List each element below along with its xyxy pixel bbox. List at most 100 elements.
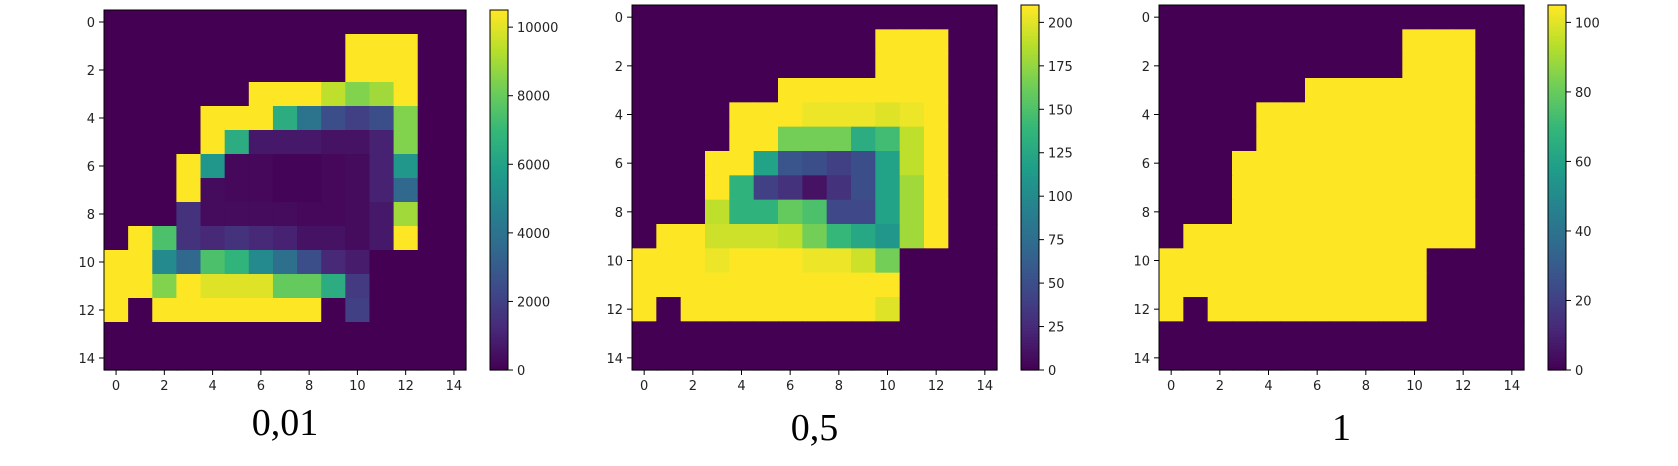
colorbar-segment	[1548, 306, 1566, 310]
heatmap-cell	[1207, 272, 1233, 298]
heatmap-cell	[680, 78, 706, 103]
y-tick-label: 2	[615, 60, 623, 75]
colorbar-segment	[490, 106, 508, 110]
heatmap-cell	[1378, 272, 1403, 298]
heatmap-cell	[417, 130, 443, 155]
heatmap-cell	[826, 272, 852, 298]
colorbar-segment	[1548, 330, 1566, 335]
heatmap-cell	[1353, 29, 1379, 55]
heatmap-cell	[948, 345, 974, 371]
colorbar-segment	[490, 265, 508, 269]
colorbar-segment	[490, 316, 508, 320]
heatmap-cell	[345, 322, 371, 347]
heatmap-cell	[224, 298, 250, 323]
heatmap-cell	[1256, 126, 1282, 152]
colorbar-segment	[1548, 96, 1566, 100]
heatmap-cell	[1329, 102, 1355, 128]
heatmap-cell	[924, 199, 949, 225]
heatmap-cell	[656, 29, 682, 55]
heatmap-cell	[1280, 78, 1306, 103]
heatmap-cell	[1329, 78, 1355, 103]
heatmap-cell	[875, 272, 901, 298]
heatmap-cell	[1232, 297, 1257, 322]
colorbar-segment	[1021, 199, 1039, 204]
heatmap-cell	[802, 272, 828, 298]
heatmap-cell	[753, 248, 779, 274]
heatmap-cell	[104, 298, 129, 323]
heatmap-cell	[152, 154, 177, 179]
colorbar-segment	[1548, 199, 1566, 204]
heatmap-cell	[632, 248, 657, 274]
colorbar-segment	[1548, 275, 1566, 280]
colorbar-segment	[1548, 93, 1566, 97]
heatmap-cell	[1378, 53, 1403, 79]
colorbar-segment	[1021, 257, 1039, 262]
heatmap-cell	[1353, 297, 1379, 322]
heatmap-cell	[345, 226, 371, 251]
colorbar-segment	[1021, 65, 1039, 70]
colorbar-segment	[1021, 166, 1039, 170]
colorbar-segment	[490, 361, 508, 365]
y-tick-label: 0	[1142, 11, 1150, 26]
heatmap-cell	[369, 298, 395, 323]
heatmap-cell	[200, 130, 226, 155]
colorbar-segment	[1021, 211, 1039, 216]
heatmap-cell	[826, 175, 852, 201]
colorbar-segment	[1548, 230, 1566, 234]
heatmap-cell	[1426, 126, 1452, 152]
heatmap-cell	[851, 5, 876, 30]
x-tick-label: 6	[1313, 379, 1321, 394]
heatmap-cell	[104, 226, 129, 251]
heatmap-cell	[393, 154, 419, 179]
heatmap-cell	[1402, 224, 1428, 249]
heatmap-cell	[680, 345, 706, 371]
colorbar-segment	[1548, 181, 1566, 186]
colorbar-tick-label: 8000	[517, 90, 550, 105]
heatmap-cell	[1499, 248, 1525, 274]
colorbar-segment	[490, 31, 508, 35]
heatmap-cell	[345, 130, 371, 155]
heatmap-cell	[1280, 102, 1306, 128]
heatmap-cell	[1353, 199, 1379, 225]
heatmap-cell	[1280, 297, 1306, 322]
colorbar-segment	[1548, 236, 1566, 240]
heatmap-cell	[1232, 272, 1257, 298]
colorbar-segment	[1021, 217, 1039, 222]
colorbar-segment	[1548, 35, 1566, 40]
heatmap-cell	[1451, 53, 1476, 79]
heatmap-cell	[1305, 29, 1330, 55]
heatmap-cell	[393, 58, 419, 83]
heatmap-cell	[272, 34, 298, 59]
heatmap-cell	[924, 151, 949, 176]
heatmap-cell	[1353, 53, 1379, 79]
colorbar-segment	[1548, 154, 1566, 158]
colorbar-tick-label: 75	[1048, 234, 1065, 249]
heatmap-cell	[899, 5, 925, 30]
colorbar-segment	[1021, 236, 1039, 240]
heatmap-cell	[899, 272, 925, 298]
colorbar-segment	[1021, 184, 1039, 189]
heatmap-cell	[705, 345, 730, 371]
heatmap-cell	[948, 175, 974, 201]
heatmap-cell	[680, 321, 706, 347]
x-tick-label: 4	[1264, 379, 1272, 394]
colorbar-tick-label: 100	[1575, 16, 1600, 31]
colorbar-segment	[1548, 87, 1566, 91]
heatmap-cell	[948, 321, 974, 347]
heatmap-cell	[1280, 321, 1306, 347]
colorbar-segment	[490, 22, 508, 26]
heatmap-cell	[1475, 78, 1501, 103]
heatmap-cell	[778, 5, 803, 30]
heatmap-cell	[369, 274, 395, 299]
colorbar-segment	[1021, 348, 1039, 353]
colorbar-frame	[1547, 4, 1567, 371]
heatmap-cell	[826, 53, 852, 79]
colorbar-segment	[1548, 129, 1566, 134]
colorbar-segment	[490, 154, 508, 158]
heatmap-cell	[1232, 224, 1257, 249]
heatmap-cell	[1378, 297, 1403, 322]
colorbar-segment	[1548, 32, 1566, 37]
heatmap-cell	[656, 224, 682, 249]
heatmap-cell	[176, 130, 202, 155]
colorbar-segment	[490, 199, 508, 203]
